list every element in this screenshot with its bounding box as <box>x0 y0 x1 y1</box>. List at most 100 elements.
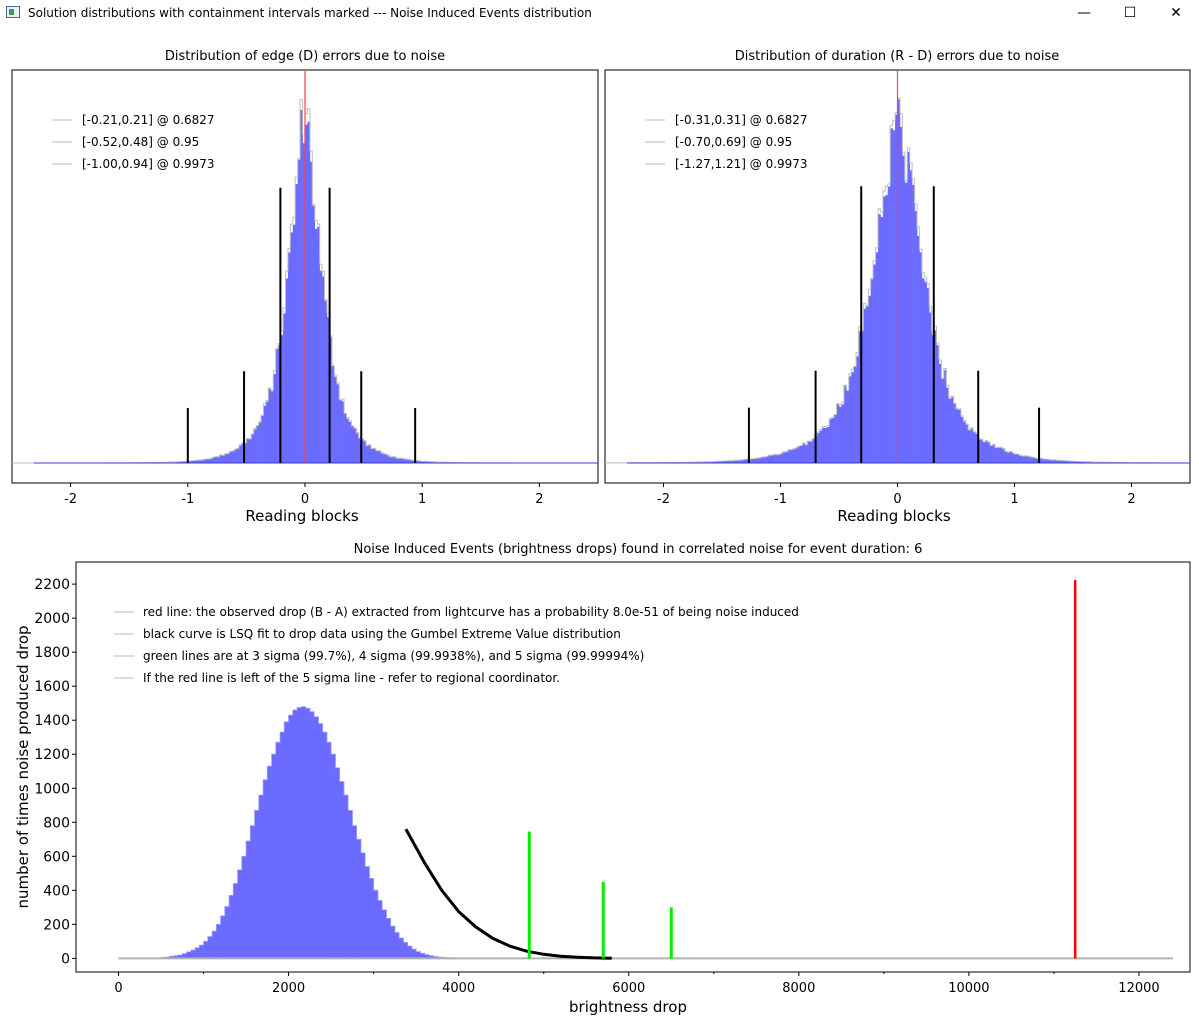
histogram-bar <box>246 438 250 463</box>
histogram-bar <box>329 337 333 463</box>
histogram-bar <box>990 445 993 463</box>
histogram-bar <box>270 391 274 463</box>
histogram-bar <box>212 457 215 463</box>
histogram-bar <box>717 461 720 463</box>
histogram-bar <box>368 445 372 463</box>
histogram-bar <box>392 456 396 463</box>
histogram-bar <box>775 454 779 463</box>
histogram-bar <box>924 281 928 463</box>
histogram-bar <box>895 114 898 464</box>
histogram-bar <box>1021 456 1025 463</box>
histogram-bar <box>758 458 762 463</box>
histogram-bar <box>334 376 338 463</box>
histogram-bar <box>261 415 264 463</box>
histogram-bar <box>369 878 374 959</box>
histogram-bar <box>1019 455 1023 463</box>
histogram-bar <box>714 461 718 463</box>
histogram-bar <box>405 459 408 463</box>
histogram-bar <box>385 454 389 463</box>
histogram-bar <box>275 742 281 959</box>
histogram-bar <box>943 370 947 463</box>
histogram-bar <box>1075 461 1079 463</box>
histogram-bar <box>807 441 811 463</box>
histogram-bar <box>180 461 184 463</box>
close-button[interactable]: ✕ <box>1153 0 1199 26</box>
histogram-bar <box>243 443 247 463</box>
histogram-bar <box>246 841 251 959</box>
histogram-bar <box>909 170 913 463</box>
histogram-bar <box>290 232 294 463</box>
histogram-bar <box>995 447 998 463</box>
histogram-bar <box>1012 453 1015 463</box>
histogram-bar <box>322 276 325 463</box>
histogram-bar <box>397 458 401 463</box>
histogram-bar <box>229 895 234 959</box>
histogram-bar <box>339 781 345 959</box>
histogram-bar <box>344 413 347 463</box>
histogram-bar <box>409 460 413 463</box>
histogram-bar <box>875 252 879 463</box>
histogram-bar <box>726 460 730 463</box>
histogram-bar <box>197 460 201 463</box>
histogram-bar <box>400 458 403 463</box>
y-tick-label: 400 <box>43 883 70 899</box>
histogram-bar <box>271 754 277 959</box>
histogram-bar <box>336 384 340 463</box>
histogram-bar <box>787 450 791 463</box>
histogram-bar <box>858 331 862 463</box>
histogram-bar <box>331 754 336 959</box>
histogram-bar <box>285 278 289 463</box>
histogram-bar <box>326 742 332 959</box>
histogram-bar <box>1087 461 1091 463</box>
maximize-button[interactable]: ☐ <box>1107 0 1153 26</box>
chart-canvas: Distribution of edge (D) errors due to n… <box>11 49 1191 1016</box>
histogram-bar <box>800 445 803 463</box>
histogram-bar <box>997 447 1001 463</box>
duration-plot-title: Distribution of duration (R - D) errors … <box>735 49 1060 64</box>
histogram-bar <box>292 710 298 959</box>
histogram-bar <box>1007 452 1010 463</box>
histogram-bar <box>352 825 357 959</box>
histogram-bar <box>773 454 776 463</box>
histogram-bar <box>373 890 379 959</box>
histogram-bar <box>339 400 342 463</box>
legend-entry: red line: the observed drop (B - A) extr… <box>143 605 799 619</box>
x-tick-label: -1 <box>774 492 787 507</box>
x-tick-label: 8000 <box>782 981 815 996</box>
x-tick-label: 4000 <box>442 981 475 996</box>
histogram-bar <box>356 839 362 959</box>
histogram-bar <box>868 295 871 463</box>
histogram-bar <box>707 461 711 463</box>
histogram-bar <box>975 434 979 463</box>
histogram-bar <box>1016 454 1020 463</box>
histogram-bar <box>829 419 832 463</box>
histogram-outline <box>605 97 1190 464</box>
x-tick-label: 0 <box>301 492 309 507</box>
histogram-bar <box>1041 458 1045 463</box>
histogram-bar <box>207 936 213 959</box>
histogram-bar <box>226 453 230 463</box>
histogram-bar <box>297 159 301 464</box>
histogram-bar <box>790 449 793 463</box>
histogram-bar <box>236 448 240 463</box>
histogram-bar <box>280 732 285 959</box>
histogram-bar <box>307 121 311 463</box>
histogram-bar <box>394 932 400 959</box>
histogram-bar <box>702 461 706 463</box>
histogram-bar <box>417 460 421 463</box>
histogram-bar <box>1053 459 1057 463</box>
histogram-bar <box>370 448 374 463</box>
histogram-bar <box>753 458 757 463</box>
histogram-bar <box>356 433 360 463</box>
minimize-button[interactable]: — <box>1061 0 1107 26</box>
histogram-bar <box>300 109 303 464</box>
histogram-bar <box>739 460 742 463</box>
histogram-bar <box>305 708 311 959</box>
histogram-bar <box>343 795 349 959</box>
histogram-bar <box>288 715 294 959</box>
noise-legend: red line: the observed drop (B - A) extr… <box>114 605 799 685</box>
histogram-bar <box>200 460 203 463</box>
histogram-bar <box>229 451 233 463</box>
histogram-bar <box>390 926 396 959</box>
histogram-bar <box>231 451 235 463</box>
